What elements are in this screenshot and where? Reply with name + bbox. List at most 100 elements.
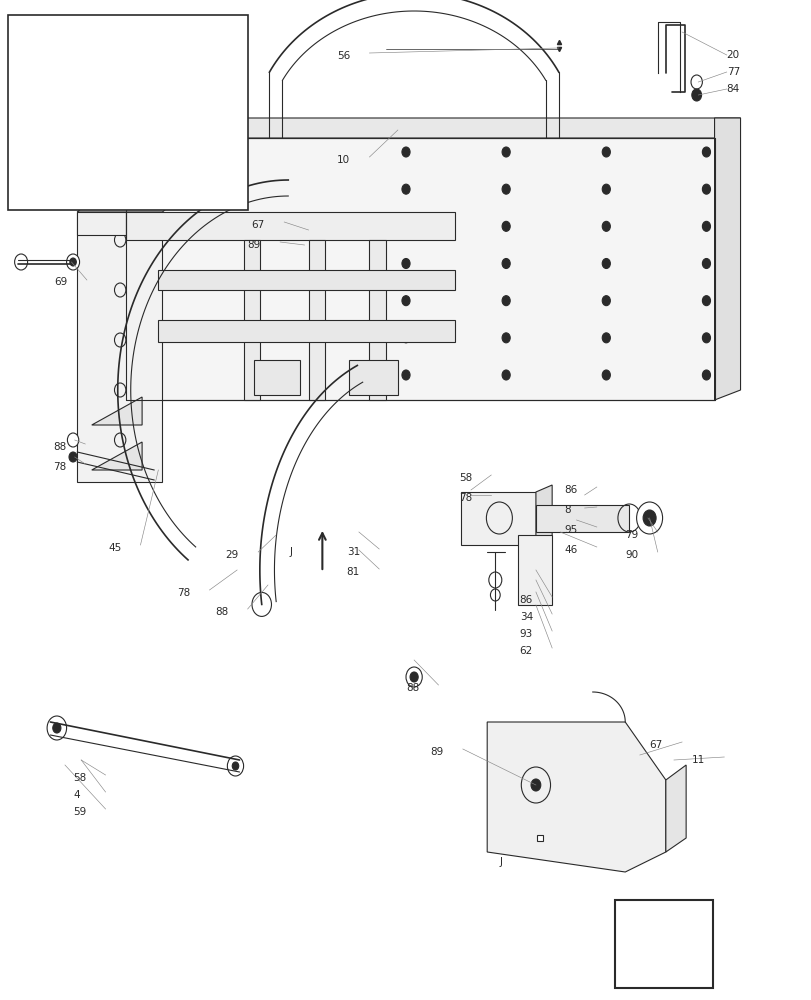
Circle shape bbox=[602, 221, 610, 231]
Text: J: J bbox=[499, 857, 502, 867]
Text: 46: 46 bbox=[564, 545, 577, 555]
Polygon shape bbox=[369, 240, 385, 400]
Text: 11: 11 bbox=[691, 755, 704, 765]
Circle shape bbox=[401, 147, 410, 157]
Circle shape bbox=[602, 259, 610, 269]
Circle shape bbox=[251, 592, 271, 616]
Text: 58: 58 bbox=[458, 473, 471, 483]
Circle shape bbox=[530, 779, 540, 791]
Circle shape bbox=[70, 258, 76, 266]
Circle shape bbox=[642, 510, 655, 526]
Polygon shape bbox=[254, 360, 300, 395]
Text: 89: 89 bbox=[247, 240, 260, 250]
Circle shape bbox=[146, 225, 154, 235]
Text: 20: 20 bbox=[726, 50, 739, 60]
Text: 88: 88 bbox=[53, 442, 66, 452]
Polygon shape bbox=[243, 240, 260, 400]
Text: 77: 77 bbox=[726, 67, 739, 77]
Circle shape bbox=[702, 147, 710, 157]
Text: 78: 78 bbox=[458, 493, 471, 503]
Polygon shape bbox=[714, 118, 740, 400]
Text: 29: 29 bbox=[225, 550, 238, 560]
Polygon shape bbox=[349, 360, 397, 395]
Polygon shape bbox=[126, 118, 178, 138]
Circle shape bbox=[53, 723, 61, 733]
Polygon shape bbox=[126, 212, 454, 240]
Text: 78: 78 bbox=[53, 462, 66, 472]
Polygon shape bbox=[126, 138, 714, 400]
Circle shape bbox=[67, 254, 79, 270]
Circle shape bbox=[602, 370, 610, 380]
Circle shape bbox=[232, 762, 238, 770]
Circle shape bbox=[501, 147, 509, 157]
Circle shape bbox=[146, 325, 154, 335]
Polygon shape bbox=[77, 212, 126, 235]
Text: 8: 8 bbox=[564, 505, 570, 515]
Text: 45: 45 bbox=[108, 543, 121, 553]
Circle shape bbox=[401, 333, 410, 343]
Polygon shape bbox=[92, 442, 142, 470]
Polygon shape bbox=[308, 240, 324, 400]
Polygon shape bbox=[92, 397, 142, 425]
Circle shape bbox=[602, 147, 610, 157]
Text: 84: 84 bbox=[726, 84, 739, 94]
Text: 59: 59 bbox=[73, 807, 86, 817]
Text: 69: 69 bbox=[54, 277, 67, 287]
Text: 10: 10 bbox=[337, 155, 350, 165]
Circle shape bbox=[702, 296, 710, 306]
Circle shape bbox=[501, 221, 509, 231]
Circle shape bbox=[702, 333, 710, 343]
Text: 58: 58 bbox=[73, 773, 86, 783]
Circle shape bbox=[691, 89, 701, 101]
Circle shape bbox=[488, 572, 501, 588]
Text: J: J bbox=[289, 547, 292, 557]
Text: 88: 88 bbox=[406, 683, 418, 693]
Polygon shape bbox=[461, 492, 535, 545]
Text: 93: 93 bbox=[519, 629, 532, 639]
Circle shape bbox=[636, 502, 662, 534]
Text: 81: 81 bbox=[346, 567, 359, 577]
Circle shape bbox=[602, 333, 610, 343]
Circle shape bbox=[146, 355, 154, 365]
Polygon shape bbox=[77, 212, 162, 482]
Text: 67: 67 bbox=[251, 220, 264, 230]
Circle shape bbox=[702, 221, 710, 231]
Polygon shape bbox=[126, 118, 740, 138]
Circle shape bbox=[15, 254, 28, 270]
Polygon shape bbox=[535, 505, 629, 532]
Circle shape bbox=[602, 296, 610, 306]
Circle shape bbox=[227, 756, 243, 776]
Text: 56: 56 bbox=[337, 51, 350, 61]
Text: 86: 86 bbox=[519, 595, 532, 605]
Text: 78: 78 bbox=[177, 588, 190, 598]
Circle shape bbox=[47, 716, 67, 740]
Circle shape bbox=[702, 184, 710, 194]
Circle shape bbox=[401, 296, 410, 306]
Circle shape bbox=[401, 370, 410, 380]
Text: 62: 62 bbox=[519, 646, 532, 656]
Polygon shape bbox=[158, 270, 454, 290]
Circle shape bbox=[702, 370, 710, 380]
Bar bbox=[8, 15, 247, 210]
Text: 79: 79 bbox=[624, 530, 637, 540]
Text: 34: 34 bbox=[519, 612, 532, 622]
Circle shape bbox=[410, 672, 418, 682]
Text: 90: 90 bbox=[624, 550, 637, 560]
Bar bbox=[615, 900, 712, 988]
Circle shape bbox=[501, 259, 509, 269]
Circle shape bbox=[690, 75, 702, 89]
Circle shape bbox=[69, 452, 77, 462]
Text: 67: 67 bbox=[649, 740, 662, 750]
Text: 88: 88 bbox=[215, 607, 228, 617]
Polygon shape bbox=[158, 320, 454, 342]
Circle shape bbox=[401, 259, 410, 269]
Circle shape bbox=[501, 184, 509, 194]
Polygon shape bbox=[77, 192, 187, 212]
Circle shape bbox=[146, 275, 154, 285]
Circle shape bbox=[490, 589, 500, 601]
Circle shape bbox=[501, 333, 509, 343]
Polygon shape bbox=[487, 722, 665, 872]
Text: 86: 86 bbox=[564, 485, 577, 495]
Text: 95: 95 bbox=[564, 525, 577, 535]
Text: 4: 4 bbox=[73, 790, 79, 800]
